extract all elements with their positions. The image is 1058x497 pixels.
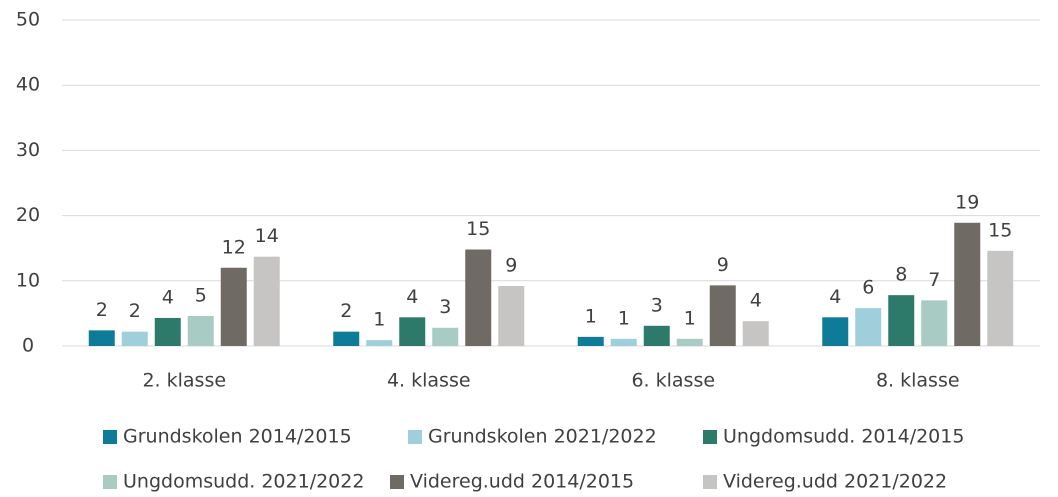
y-tick-label: 0 xyxy=(22,335,34,357)
legend-label: Videreg.udd 2021/2022 xyxy=(723,471,947,493)
bar xyxy=(822,317,849,346)
legend-swatch xyxy=(103,430,117,444)
data-label: 1 xyxy=(585,305,597,327)
bar xyxy=(577,336,604,346)
x-tick-label: 2. klasse xyxy=(142,370,226,392)
y-tick-label: 40 xyxy=(16,74,40,96)
data-label: 6 xyxy=(862,277,874,299)
legend-label: Grundskolen 2021/2022 xyxy=(428,426,657,448)
legend-swatch xyxy=(390,475,404,489)
bar xyxy=(333,331,360,346)
bar xyxy=(154,317,181,346)
data-label: 1 xyxy=(684,307,696,329)
legend-label: Ungdomsudd. 2014/2015 xyxy=(723,426,964,448)
data-label: 2 xyxy=(340,300,352,322)
bar xyxy=(855,308,882,346)
bar xyxy=(432,327,459,346)
bar xyxy=(709,285,736,346)
legend-label: Grundskolen 2014/2015 xyxy=(123,426,352,448)
data-label: 8 xyxy=(895,264,907,286)
bar xyxy=(643,325,670,346)
bar xyxy=(88,330,115,346)
data-label: 14 xyxy=(255,225,279,247)
data-label: 3 xyxy=(439,296,451,318)
legend-swatch xyxy=(703,475,717,489)
bar xyxy=(954,222,981,346)
data-label: 15 xyxy=(466,218,490,240)
data-label: 7 xyxy=(928,269,940,291)
bar xyxy=(498,286,525,346)
data-label: 4 xyxy=(829,286,841,308)
bar xyxy=(253,256,280,346)
legend-label: Ungdomsudd. 2021/2022 xyxy=(123,471,364,493)
legend-swatch xyxy=(408,430,422,444)
data-label: 15 xyxy=(988,219,1012,241)
data-label: 2 xyxy=(129,300,141,322)
data-label: 3 xyxy=(651,294,663,316)
data-label: 4 xyxy=(162,286,174,308)
data-label: 2 xyxy=(96,299,108,321)
data-label: 19 xyxy=(955,191,979,213)
bar xyxy=(610,338,637,346)
bar xyxy=(676,338,703,346)
bar xyxy=(742,321,769,346)
bar xyxy=(121,331,148,346)
x-tick-label: 8. klasse xyxy=(876,370,960,392)
bar xyxy=(888,295,915,346)
legend-label: Videreg.udd 2014/2015 xyxy=(410,471,634,493)
bar xyxy=(987,250,1014,346)
data-label: 4 xyxy=(406,286,418,308)
data-label: 9 xyxy=(505,255,517,277)
y-tick-label: 50 xyxy=(16,9,40,31)
data-label: 12 xyxy=(222,236,246,258)
x-tick-label: 6. klasse xyxy=(631,370,715,392)
x-tick-label: 4. klasse xyxy=(387,370,471,392)
data-label: 1 xyxy=(373,309,385,331)
bar xyxy=(220,267,247,346)
bar xyxy=(399,317,426,346)
y-tick-label: 20 xyxy=(16,204,40,226)
legend-swatch xyxy=(703,430,717,444)
bar xyxy=(921,300,948,346)
y-tick-label: 10 xyxy=(16,269,40,291)
data-label: 1 xyxy=(618,307,630,329)
bar xyxy=(366,340,393,346)
bar xyxy=(465,249,492,346)
data-label: 4 xyxy=(750,290,762,312)
bar xyxy=(187,316,214,346)
y-tick-label: 30 xyxy=(16,139,40,161)
data-label: 5 xyxy=(195,285,207,307)
legend-swatch xyxy=(103,475,117,489)
data-label: 9 xyxy=(717,254,729,276)
